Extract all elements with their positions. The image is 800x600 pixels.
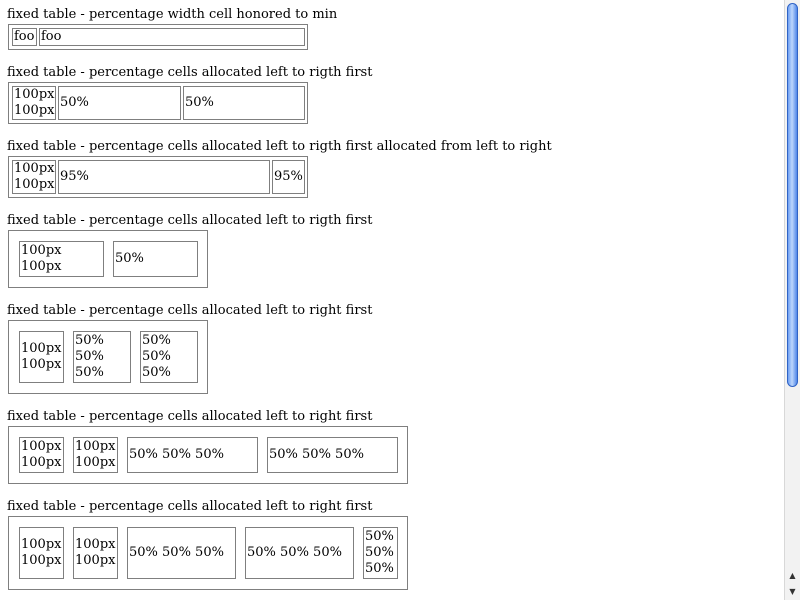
table-cell: 100px 100px (73, 437, 118, 473)
table-cell: 50% 50% 50% (140, 331, 198, 383)
vertical-scrollbar[interactable]: ▲ ▼ (784, 0, 800, 600)
test-caption-4: fixed table - percentage cells allocated… (7, 213, 373, 228)
test-table-5: 100px 100px 50% 50% 50% 50% 50% 50% (8, 320, 208, 394)
table-cell: 50% (113, 241, 198, 277)
test-caption-7: fixed table - percentage cells allocated… (7, 499, 373, 514)
test-caption-2: fixed table - percentage cells allocated… (7, 65, 373, 80)
table-cell: 50% 50% 50% (127, 527, 236, 579)
table-cell: 95% (58, 160, 270, 194)
test-caption-6: fixed table - percentage cells allocated… (7, 409, 373, 424)
table-cell: foo (12, 28, 37, 46)
test-caption-5: fixed table - percentage cells allocated… (7, 303, 373, 318)
table-cell: foo (39, 28, 305, 46)
table-cell: 100px 100px (12, 86, 56, 120)
table-cell: 100px 100px (12, 160, 56, 194)
test-table-3: 100px 100px 95% 95% (8, 156, 308, 198)
table-cell: 100px 100px (19, 527, 64, 579)
scrollbar-thumb[interactable] (787, 3, 798, 387)
arrow-down-icon[interactable]: ▼ (785, 584, 800, 599)
table-cell: 50% (183, 86, 305, 120)
table-cell: 50% 50% 50% (245, 527, 354, 579)
table-cell: 100px 100px (19, 437, 64, 473)
table-cell: 50% 50% 50% (127, 437, 258, 473)
arrow-up-icon[interactable]: ▲ (785, 568, 800, 583)
table-cell: 100px 100px (73, 527, 118, 579)
test-table-1: foo foo (8, 24, 308, 50)
test-caption-1: fixed table - percentage width cell hono… (7, 7, 338, 22)
test-table-6: 100px 100px 100px 100px 50% 50% 50% 50% 50… (8, 426, 408, 484)
table-cell: 50% 50% 50% (73, 331, 131, 383)
table-cell: 100px 100px (19, 331, 64, 383)
test-table-4: 100px 100px 50% (8, 230, 208, 288)
test-table-7: 100px 100px 100px 100px 50% 50% 50% 50% 50… (8, 516, 408, 590)
table-cell: 100px 100px (19, 241, 104, 277)
table-cell: 50% 50% 50% (267, 437, 398, 473)
test-table-2: 100px 100px 50% 50% (8, 82, 308, 124)
test-caption-3: fixed table - percentage cells allocated… (7, 139, 552, 154)
table-cell: 50% 50% 50% (363, 527, 398, 579)
table-cell: 95% (272, 160, 305, 194)
table-cell: 50% (58, 86, 181, 120)
